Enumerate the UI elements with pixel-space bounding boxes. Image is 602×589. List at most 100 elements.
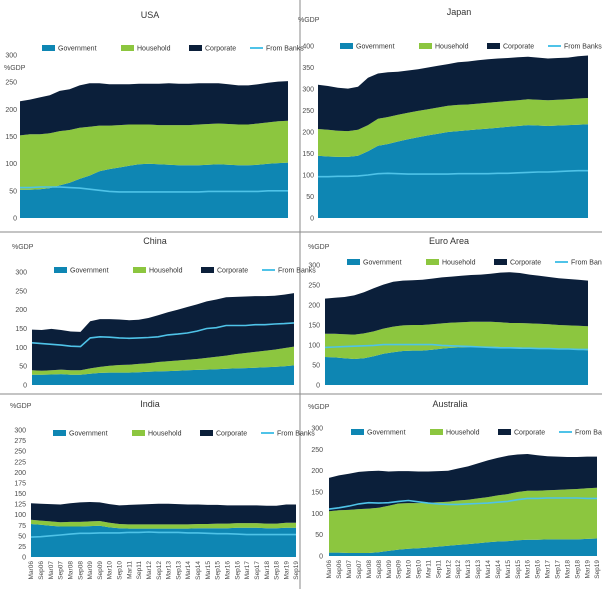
australia-x-tick-label: Sep17 (555, 560, 562, 579)
india-y-tick-label: 75 (18, 523, 26, 530)
australia-x-tick-label: Sep19 (594, 560, 601, 579)
japan-legend-swatch-government (340, 43, 353, 49)
australia-x-tick-label: Sep18 (574, 560, 581, 579)
japan-government-area (318, 124, 588, 218)
india-x-tick-label: Mar11 (126, 561, 133, 579)
australia-x-tick-label: Sep14 (495, 560, 502, 579)
australia-x-tick-label: Mar17 (545, 560, 552, 579)
australia-x-tick-label: Mar06 (326, 560, 333, 579)
india-y-tick-label: 275 (14, 438, 26, 445)
china-y-tick-label: 50 (19, 364, 27, 371)
australia-legend-swatch-household (430, 429, 443, 435)
india-y-tick-label: 25 (18, 544, 26, 551)
usa-y-tick-label: 300 (5, 53, 17, 60)
australia-x-tick-label: Mar09 (386, 560, 393, 579)
euro-area-legend-swatch-corporate (494, 259, 507, 265)
japan-legend: Government Household Corporate From Banks (340, 43, 602, 51)
australia-x-tick-label: Mar13 (465, 560, 472, 579)
china-y-tick-label: 100 (15, 345, 27, 352)
euro-area-household-area (325, 321, 588, 359)
euro-area-y-tick-label: 200 (308, 303, 320, 310)
japan-y-tick-label: 350 (302, 65, 314, 72)
australia-x-tick-label: Sep11 (435, 560, 442, 579)
india-y-tick-label: 300 (14, 428, 26, 435)
euro-area-y-tick-label: 100 (308, 343, 320, 350)
australia-legend-label-government: Government (367, 430, 406, 437)
usa-legend-label-corporate: Corporate (205, 46, 236, 53)
japan-chart-panel: Japan %GDP 0 50 100 150 200 250 300 350 400 Governm… (298, 7, 602, 223)
australia-x-tick-label: Mar12 (445, 560, 452, 579)
australia-x-tick-label: Sep06 (336, 560, 343, 579)
china-legend-label-corporate: Corporate (217, 268, 248, 275)
usa-government-area (20, 162, 288, 218)
china-y-tick-label: 250 (15, 288, 27, 295)
china-y-axis-label: %GDP (12, 244, 34, 251)
india-x-tick-label: Mar16 (225, 561, 232, 580)
australia-y-tick-label: 50 (315, 532, 323, 539)
euro-area-chart-title: Euro Area (429, 236, 469, 246)
australia-x-tick-label: Sep08 (376, 560, 383, 579)
euro-area-from-banks-line (324, 343, 588, 351)
india-x-tick-label: Sep12 (156, 561, 163, 580)
usa-y-tick-label: 200 (5, 107, 17, 114)
japan-legend-swatch-corporate (487, 43, 500, 49)
euro-area-y-tick-label: 300 (308, 263, 320, 270)
india-chart-panel: India %GDP 0 25 50 75 100 125 150 175 200 225 250 275… (10, 399, 315, 580)
china-corporate-area (32, 293, 294, 371)
australia-x-tick-label: Sep15 (515, 560, 522, 579)
euro-area-legend-swatch-household (426, 259, 439, 265)
usa-legend: Government Household Corporate From Banks (42, 45, 304, 53)
india-x-tick-label: Mar15 (205, 561, 212, 580)
australia-legend-label-corporate: Corporate (514, 430, 545, 437)
china-legend-swatch-corporate (201, 267, 214, 273)
india-x-tick-label: Sep17 (254, 561, 261, 580)
usa-legend-swatch-corporate (189, 45, 202, 51)
usa-household-area (20, 120, 288, 190)
australia-x-tick-label: Sep13 (475, 560, 482, 579)
japan-y-tick-label: 0 (310, 216, 314, 223)
australia-y-tick-label: 200 (311, 468, 323, 475)
euro-area-chart-panel: Euro Area %GDP 0 50 100 150 200 250 300 Governmen… (308, 236, 602, 390)
india-x-tick-label: Sep13 (175, 561, 182, 580)
euro-area-y-tick-label: 0 (316, 383, 320, 390)
euro-area-legend-label-from-banks: From Banks (571, 260, 602, 267)
india-from-banks-line (30, 531, 296, 538)
australia-legend-label-household: Household (446, 430, 480, 437)
india-legend-label-from-banks: From Banks (277, 431, 315, 438)
japan-y-tick-label: 400 (302, 44, 314, 51)
china-legend-label-household: Household (149, 268, 183, 275)
euro-area-legend-swatch-government (347, 259, 360, 265)
india-household-area (31, 519, 296, 529)
india-x-tick-label: Mar13 (166, 561, 173, 580)
china-y-tick-label: 150 (15, 326, 27, 333)
australia-government-area (329, 538, 597, 556)
india-legend-label-government: Government (69, 431, 108, 438)
india-government-area (31, 524, 296, 557)
australia-y-tick-label: 100 (311, 511, 323, 518)
india-legend-label-corporate: Corporate (216, 431, 247, 438)
japan-legend-label-from-banks: From Banks (564, 44, 602, 51)
usa-legend-label-household: Household (137, 46, 171, 53)
euro-area-legend: Government Household Corporate From Banks (347, 259, 602, 267)
usa-y-tick-label: 50 (9, 188, 17, 195)
australia-legend-swatch-corporate (498, 429, 511, 435)
india-x-tick-label: Sep06 (38, 561, 45, 580)
india-x-tick-label: Sep11 (136, 561, 143, 580)
india-x-tick-label: Sep18 (274, 561, 281, 580)
usa-legend-label-government: Government (58, 46, 97, 53)
china-legend: Government Household Corporate From Banks (54, 267, 316, 275)
japan-y-tick-label: 200 (302, 130, 314, 137)
india-chart-title: India (140, 399, 160, 409)
australia-household-area (329, 487, 597, 553)
japan-y-axis-label: %GDP (298, 17, 320, 24)
euro-area-y-axis-label: %GDP (308, 244, 330, 251)
india-x-tick-label: Sep15 (215, 561, 222, 580)
australia-y-axis-label: %GDP (308, 404, 330, 411)
australia-x-tick-label: Mar19 (584, 560, 591, 579)
australia-chart-title: Australia (432, 399, 467, 409)
usa-legend-swatch-government (42, 45, 55, 51)
china-legend-label-from-banks: From Banks (278, 268, 316, 275)
japan-y-tick-label: 300 (302, 87, 314, 94)
australia-x-tick-label: Sep10 (416, 560, 423, 579)
